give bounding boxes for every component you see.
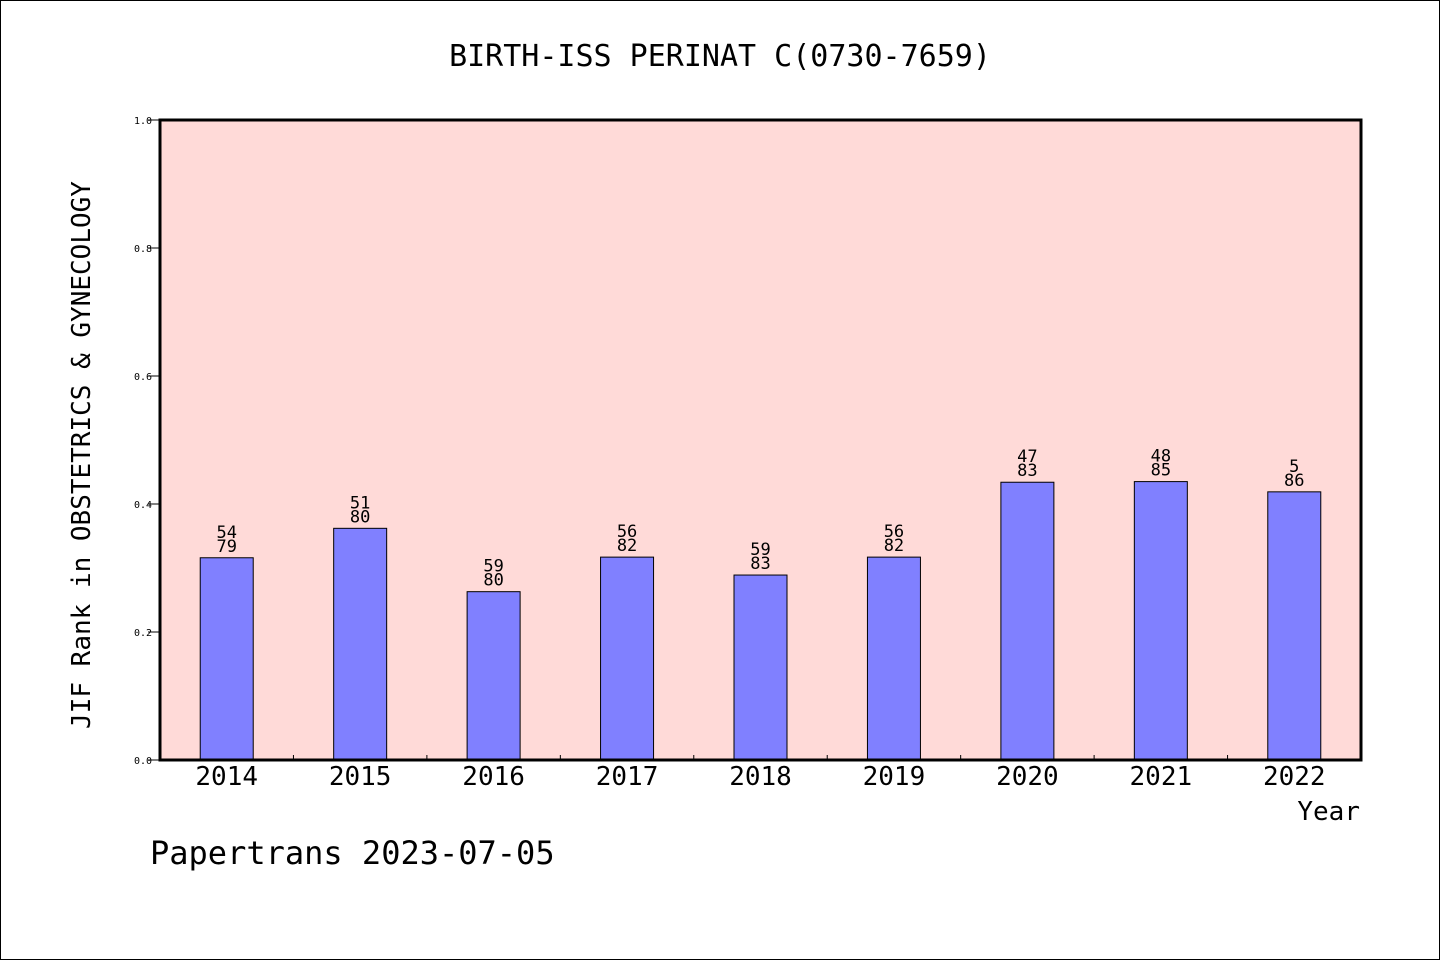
- x-tick-label-2014: 2014: [195, 762, 258, 792]
- bar-label-top-2014: 54: [216, 523, 236, 543]
- bar-label-bottom-2017: 82: [617, 536, 637, 556]
- x-tick-label-2018: 2018: [729, 762, 792, 792]
- bar-2014: [199, 557, 254, 761]
- bar-2015: [333, 527, 388, 761]
- bar-2021: [1133, 481, 1188, 761]
- bar-label-bottom-2022: 86: [1284, 471, 1304, 491]
- y-tick-label: 0.4: [134, 500, 152, 511]
- y-tick-label: 0.2: [134, 628, 152, 639]
- bar-2019: [866, 556, 921, 761]
- x-tick-label-2021: 2021: [1130, 762, 1193, 792]
- bar-2016: [466, 591, 521, 761]
- x-tick-label-2019: 2019: [863, 762, 926, 792]
- footer-credit: Papertrans 2023-07-05: [150, 834, 555, 872]
- bar-label-top-2018: 59: [750, 540, 770, 560]
- bar-label-top-2016: 59: [483, 557, 503, 577]
- bar-label-bottom-2014: 79: [216, 537, 236, 557]
- bar-2017: [600, 556, 655, 761]
- bar-label-bottom-2015: 80: [350, 507, 370, 527]
- y-axis-label: JIF Rank in OBSTETRICS & GYNECOLOGY: [67, 181, 97, 729]
- bar-label-bottom-2020: 83: [1017, 461, 1037, 481]
- bar-label-bottom-2021: 85: [1151, 461, 1171, 481]
- bar-label-top-2017: 56: [617, 522, 637, 542]
- x-tick-label-2017: 2017: [596, 762, 659, 792]
- x-tick-label-2015: 2015: [329, 762, 392, 792]
- bar-label-top-2022: 5: [1289, 457, 1299, 477]
- x-tick-label-2022: 2022: [1263, 762, 1326, 792]
- bar-label-top-2019: 56: [884, 522, 904, 542]
- bar-label-top-2020: 47: [1017, 447, 1037, 467]
- y-tick-label: 0.8: [134, 244, 152, 255]
- bar-label-top-2021: 48: [1151, 447, 1171, 467]
- bar-2018: [733, 574, 788, 761]
- x-tick-label-2016: 2016: [462, 762, 525, 792]
- bar-2022: [1267, 491, 1322, 761]
- bar-label-top-2015: 51: [350, 493, 370, 513]
- chart-title: BIRTH-ISS PERINAT C(0730-7659): [449, 39, 991, 74]
- x-axis-label: Year: [1297, 797, 1360, 827]
- y-tick-label: 0.0: [134, 756, 152, 767]
- x-tick-label-2020: 2020: [996, 762, 1059, 792]
- y-tick-label: 0.6: [134, 372, 152, 383]
- bar-2020: [1000, 481, 1055, 761]
- bar-label-bottom-2018: 83: [750, 554, 770, 574]
- bar-label-bottom-2019: 82: [884, 536, 904, 556]
- y-tick-label: 1.0: [134, 116, 152, 127]
- bar-label-bottom-2016: 80: [483, 571, 503, 591]
- plot-border: [158, 118, 1363, 762]
